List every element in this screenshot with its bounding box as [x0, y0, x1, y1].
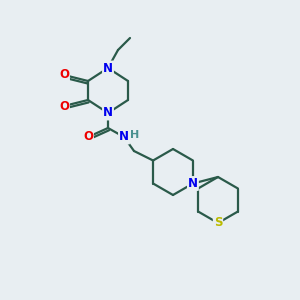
Text: N: N [188, 177, 198, 190]
Text: N: N [103, 106, 113, 119]
Text: O: O [83, 130, 93, 143]
Text: O: O [59, 68, 69, 82]
Text: N: N [103, 61, 113, 74]
Text: O: O [59, 100, 69, 112]
Text: N: N [119, 130, 129, 143]
Text: H: H [130, 130, 140, 140]
Text: S: S [214, 217, 222, 230]
